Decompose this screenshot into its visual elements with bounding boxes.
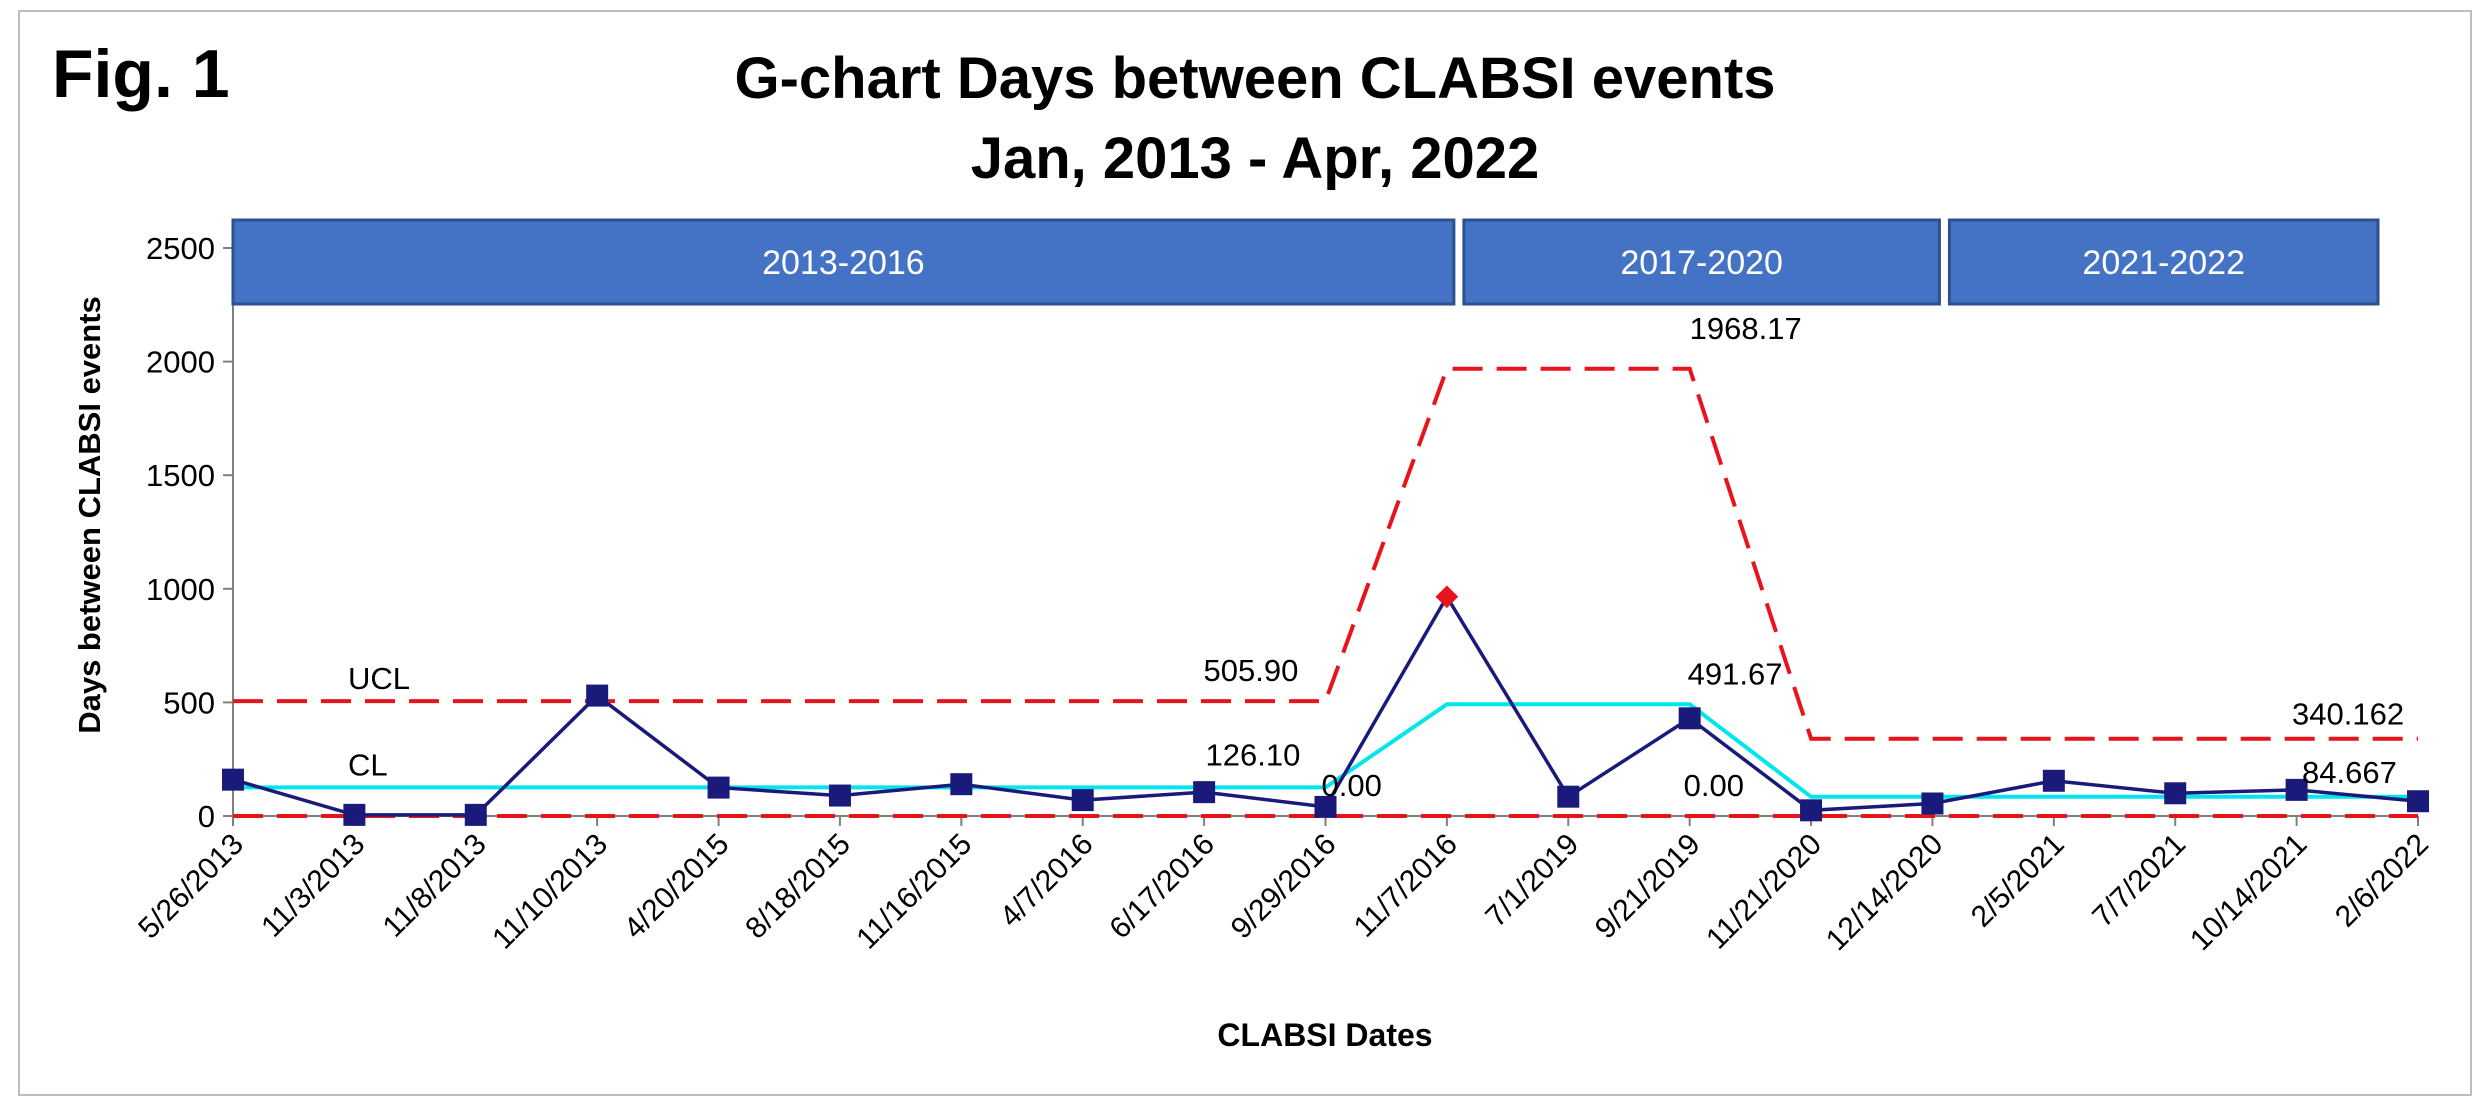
period-band-label: 2017-2020 (1620, 244, 1783, 282)
period-band-2017-2020 (1462, 218, 1941, 306)
data-point (1314, 795, 1337, 818)
value-annotation: 0.00 (1322, 768, 1382, 803)
data-point (2285, 778, 2308, 801)
x-tick-label: 5/26/2013 (132, 828, 250, 946)
x-tick-label: 11/3/2013 (255, 828, 371, 944)
chart-title: G-chart Days between CLABSI events (734, 46, 1775, 111)
ucl-series-label: UCL (348, 661, 410, 696)
chart-subtitle: Jan, 2013 - Apr, 2022 (971, 126, 1540, 191)
value-annotation: 1968.17 (1690, 311, 1802, 346)
y-tick-label: 500 (163, 685, 215, 720)
data-point (2407, 790, 2429, 813)
figure-label: Fig. 1 (52, 36, 230, 112)
period-band-label: 2021-2022 (2082, 244, 2245, 282)
x-tick-label: 4/20/2015 (618, 828, 736, 946)
value-annotation: 491.67 (1688, 656, 1783, 691)
data-point (1193, 781, 1216, 804)
x-tick-label: 4/7/2016 (994, 828, 1100, 934)
data-point (1071, 789, 1094, 812)
x-tick-label: 9/29/2016 (1225, 828, 1343, 946)
y-axis-label: Days between CLABSI events (72, 296, 107, 734)
y-tick-label: 2500 (146, 231, 215, 266)
data-point (586, 684, 609, 707)
data-point (828, 784, 851, 807)
x-tick-label: 11/10/2013 (486, 828, 614, 956)
x-tick-label: 11/8/2013 (377, 828, 493, 944)
period-band-2013-2016 (231, 218, 1456, 306)
cl-series-label: CL (348, 747, 388, 782)
data-point (1678, 707, 1701, 730)
x-tick-label: 9/21/2019 (1589, 828, 1707, 946)
data-point (1800, 799, 1823, 822)
x-tick-label: 6/17/2016 (1103, 828, 1221, 946)
cl-line (233, 702, 2418, 799)
period-band-2021-2022 (1947, 218, 2380, 306)
data-point (950, 773, 973, 796)
x-tick-label: 10/14/2021 (2184, 828, 2314, 958)
value-annotation: 340.162 (2292, 697, 2404, 732)
x-tick-label: 11/7/2016 (1348, 828, 1464, 944)
data-point (2042, 769, 2065, 792)
data-point (1557, 785, 1580, 808)
y-tick-label: 2000 (146, 345, 215, 380)
data-point (1921, 792, 1944, 815)
data-point (343, 803, 366, 826)
y-tick-label: 1000 (146, 572, 215, 607)
value-annotation: 505.90 (1204, 653, 1299, 688)
x-tick-label: 2/5/2021 (1965, 828, 2071, 934)
x-tick-label: 12/14/2020 (1820, 828, 1950, 958)
x-tick-label: 11/16/2015 (850, 828, 978, 956)
data-point (222, 768, 244, 791)
figure-frame (18, 10, 2472, 1096)
y-tick-label: 0 (198, 799, 215, 834)
x-tick-label: 2/6/2022 (2329, 828, 2435, 934)
value-annotation: 0.00 (1684, 768, 1744, 803)
value-annotation: 126.10 (1206, 737, 1301, 772)
x-tick-label: 8/18/2015 (739, 828, 857, 946)
y-tick-label: 1500 (146, 458, 215, 493)
x-axis-label: CLABSI Dates (1217, 1017, 1432, 1053)
data-point (2164, 782, 2187, 805)
data-point (464, 803, 487, 826)
x-tick-label: 11/21/2020 (1700, 828, 1828, 956)
x-tick-label: 7/7/2021 (2086, 828, 2192, 934)
out-of-control-point (1435, 585, 1459, 609)
data-point (707, 776, 730, 799)
ucl-line (233, 366, 2418, 741)
period-band-label: 2013-2016 (762, 244, 925, 282)
x-tick-label: 7/1/2019 (1479, 828, 1585, 934)
value-annotation: 84.667 (2302, 755, 2397, 790)
